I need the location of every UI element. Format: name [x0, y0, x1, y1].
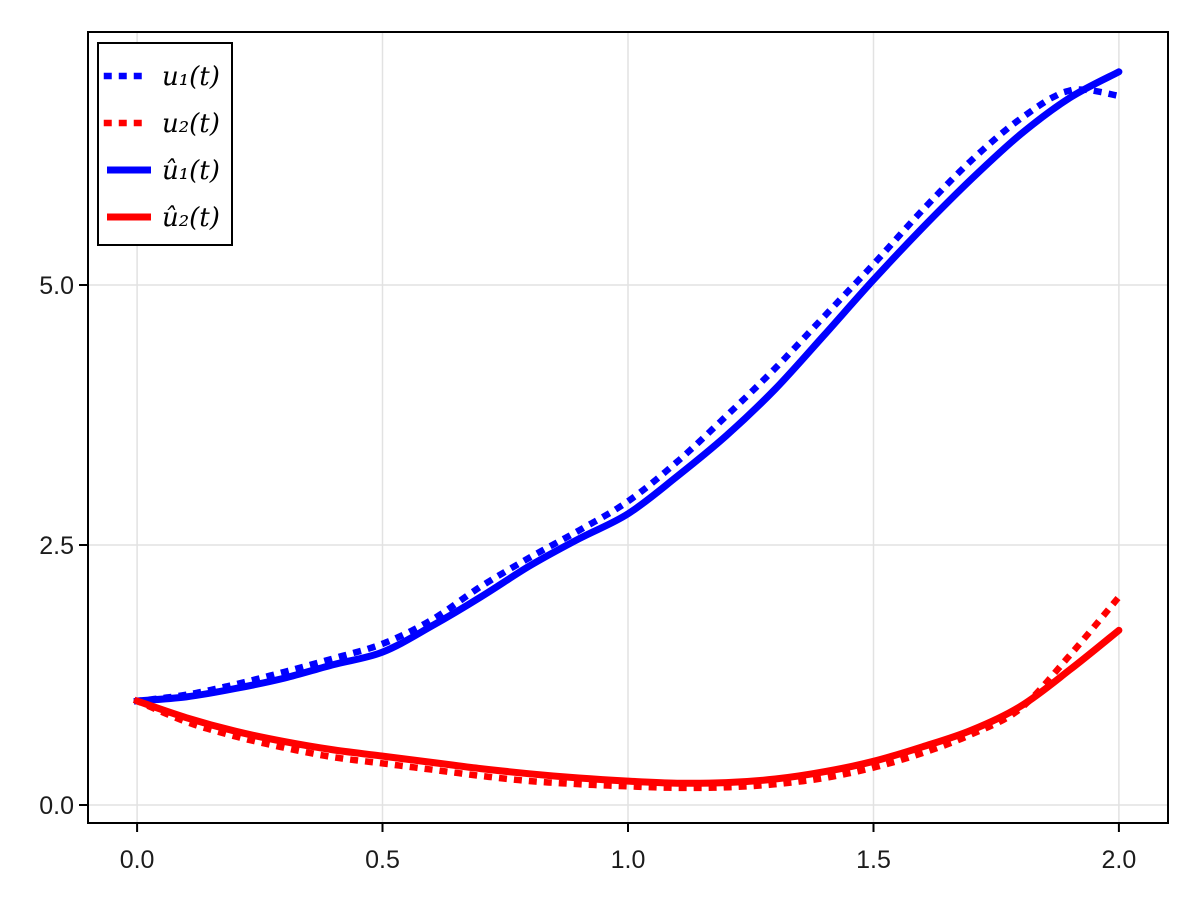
y-tick-label-0.0: 0.0	[39, 792, 74, 820]
legend-item-u2-fit: û₂(t)	[107, 203, 220, 233]
series-curves	[132, 68, 1124, 792]
legend-label: û₂(t)	[162, 203, 220, 233]
x-tick-label-2.0: 2.0	[1102, 846, 1137, 874]
x-tick-label-1.5: 1.5	[856, 846, 891, 874]
y-tick-label-5.0: 5.0	[39, 272, 74, 300]
x-tick-label-1.0: 1.0	[611, 846, 646, 874]
gridlines	[88, 32, 1168, 823]
series-path-u1-fit	[133, 68, 1123, 705]
x-tick-label-0.5: 0.5	[365, 846, 400, 874]
series-path-u2-fit	[133, 626, 1123, 787]
legend-item-u2-data: u₂(t)	[103, 109, 220, 139]
legend-label: û₁(t)	[162, 156, 220, 186]
legend-label: u₂(t)	[162, 109, 220, 139]
legend-item-u1-fit: û₁(t)	[107, 156, 220, 186]
x-tick-label-0.0: 0.0	[120, 846, 155, 874]
legend: u₁(t) u₂(t) û₁(t) û₂(t)	[97, 42, 233, 246]
y-tick-label-2.5: 2.5	[39, 532, 74, 560]
axis-ticks: 0.0 0.5 1.0 1.5 2.0 0.0 2.5 5.0	[39, 272, 1136, 874]
series-path-u1-data	[133, 86, 1123, 705]
legend-label: u₁(t)	[162, 62, 220, 92]
legend-item-u1-data: u₁(t)	[103, 62, 220, 92]
